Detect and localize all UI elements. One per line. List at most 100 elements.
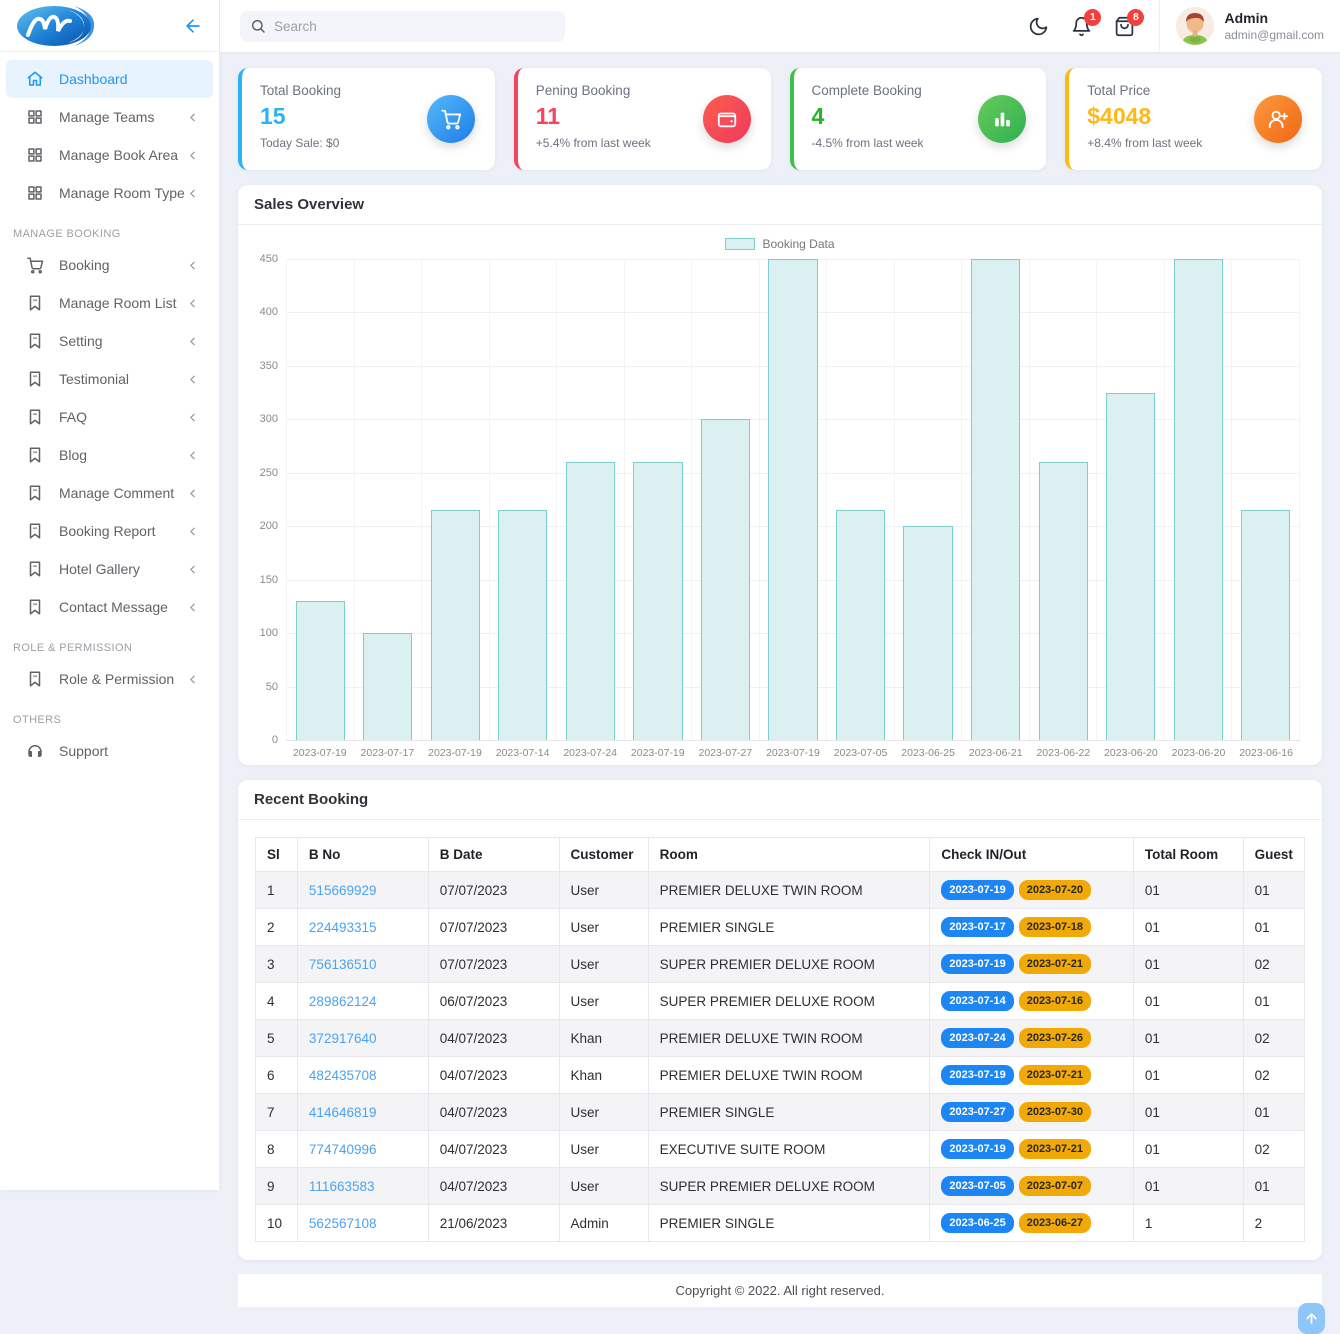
cell-b-no[interactable]: 289862124	[297, 983, 428, 1020]
notification-count-badge: 1	[1084, 9, 1101, 26]
bar[interactable]	[296, 601, 345, 740]
cart-button[interactable]: 8	[1114, 16, 1135, 37]
check-out-badge: 2023-07-07	[1019, 1176, 1091, 1196]
sidebar-item-hotel-gallery[interactable]: Hotel Gallery	[6, 550, 213, 588]
sidebar-item-role-permission[interactable]: Role & Permission	[6, 660, 213, 698]
bar[interactable]	[1241, 510, 1290, 740]
cell-guest: 02	[1243, 1131, 1304, 1168]
y-axis-tick: 200	[246, 520, 278, 532]
y-axis-tick: 400	[246, 306, 278, 318]
cell-customer: User	[559, 1094, 648, 1131]
column-header-b-date: B Date	[428, 838, 559, 872]
sidebar-item-booking-report[interactable]: Booking Report	[6, 512, 213, 550]
cell-b-no[interactable]: 482435708	[297, 1057, 428, 1094]
check-in-badge: 2023-07-27	[941, 1102, 1013, 1122]
cell-b-no[interactable]: 111663583	[297, 1168, 428, 1205]
sidebar-item-manage-comment[interactable]: Manage Comment	[6, 474, 213, 512]
sidebar-collapse-icon[interactable]	[183, 16, 203, 36]
sidebar-item-testimonial[interactable]: Testimonial	[6, 360, 213, 398]
table-row: 537291764004/07/2023KhanPREMIER DELUXE T…	[256, 1020, 1305, 1057]
arrow-up-icon	[1304, 1311, 1319, 1326]
check-out-badge: 2023-07-26	[1019, 1028, 1091, 1048]
sales-overview-panel: Sales Overview Booking Data 050100150200…	[238, 185, 1322, 765]
sidebar-item-label: FAQ	[59, 409, 87, 425]
bar[interactable]	[701, 419, 750, 740]
chevron-left-icon	[186, 373, 199, 386]
column-header-total-room: Total Room	[1133, 838, 1243, 872]
brand-logo[interactable]	[14, 3, 98, 49]
sidebar-item-booking[interactable]: Booking	[6, 246, 213, 284]
bar[interactable]	[1174, 259, 1223, 740]
sidebar-item-label: Manage Teams	[59, 109, 154, 125]
cell-sl: 8	[256, 1131, 298, 1168]
topbar: 1 8 Admin admin@gmail.com	[220, 0, 1340, 52]
cell-sl: 2	[256, 909, 298, 946]
cell-check-in-out: 2023-07-192023-07-21	[930, 1131, 1134, 1168]
sidebar-item-faq[interactable]: FAQ	[6, 398, 213, 436]
y-axis-tick: 300	[246, 413, 278, 425]
sidebar-item-support[interactable]: Support	[6, 732, 213, 770]
cell-b-no[interactable]: 774740996	[297, 1131, 428, 1168]
y-axis-tick: 50	[246, 681, 278, 693]
scroll-to-top-button[interactable]	[1298, 1303, 1325, 1334]
bar[interactable]	[971, 259, 1020, 740]
bar[interactable]	[903, 526, 952, 740]
bookmark-icon	[26, 484, 44, 502]
cell-b-no[interactable]: 372917640	[297, 1020, 428, 1057]
cell-b-no[interactable]: 562567108	[297, 1205, 428, 1242]
bar[interactable]	[498, 510, 547, 740]
notifications-button[interactable]: 1	[1071, 16, 1092, 37]
cell-b-no[interactable]: 756136510	[297, 946, 428, 983]
user-name: Admin	[1224, 10, 1324, 26]
user-email: admin@gmail.com	[1224, 28, 1324, 42]
bar[interactable]	[768, 259, 817, 740]
bar[interactable]	[566, 462, 615, 740]
cell-b-date: 04/07/2023	[428, 1094, 559, 1131]
cell-b-no[interactable]: 515669929	[297, 872, 428, 909]
sidebar-item-manage-teams[interactable]: Manage Teams	[6, 98, 213, 136]
sidebar-item-manage-room-type[interactable]: Manage Room Type	[6, 174, 213, 212]
sidebar-item-manage-room-list[interactable]: Manage Room List	[6, 284, 213, 322]
sidebar-item-manage-book-area[interactable]: Manage Book Area	[6, 136, 213, 174]
bar[interactable]	[1039, 462, 1088, 740]
cell-b-date: 04/07/2023	[428, 1168, 559, 1205]
cell-check-in-out: 2023-07-172023-07-18	[930, 909, 1134, 946]
cell-b-no[interactable]: 414646819	[297, 1094, 428, 1131]
sidebar-section-label: ROLE & PERMISSION	[13, 642, 219, 654]
sidebar-item-blog[interactable]: Blog	[6, 436, 213, 474]
x-axis-label: 2023-07-27	[692, 747, 760, 759]
bar[interactable]	[836, 510, 885, 740]
cell-check-in-out: 2023-07-142023-07-16	[930, 983, 1134, 1020]
x-axis-label: 2023-07-17	[354, 747, 422, 759]
main-content: Total Booking15Today Sale: $0Pening Book…	[220, 52, 1340, 1307]
bar-cell	[691, 259, 759, 740]
bar[interactable]	[1106, 393, 1155, 740]
bar[interactable]	[633, 462, 682, 740]
cell-b-no[interactable]: 224493315	[297, 909, 428, 946]
cell-b-date: 07/07/2023	[428, 872, 559, 909]
chart-legend[interactable]: Booking Data	[238, 237, 1322, 251]
bar[interactable]	[363, 633, 412, 740]
cell-b-date: 04/07/2023	[428, 1020, 559, 1057]
dark-mode-toggle[interactable]	[1028, 16, 1049, 37]
x-axis-label: 2023-06-16	[1232, 747, 1300, 759]
search-input[interactable]	[274, 19, 555, 34]
bar-cell	[1231, 259, 1300, 740]
sidebar-item-label: Manage Room List	[59, 295, 177, 311]
sidebar-item-setting[interactable]: Setting	[6, 322, 213, 360]
grid-icon	[26, 146, 44, 164]
bar[interactable]	[431, 510, 480, 740]
cell-total-room: 01	[1133, 1094, 1243, 1131]
bar-cell	[286, 259, 354, 740]
table-title: Recent Booking	[238, 780, 1322, 820]
sidebar-item-dashboard[interactable]: Dashboard	[6, 60, 213, 98]
cell-check-in-out: 2023-07-242023-07-26	[930, 1020, 1134, 1057]
sidebar: DashboardManage TeamsManage Book AreaMan…	[0, 0, 219, 1190]
bar-cell	[1029, 259, 1097, 740]
sidebar-item-contact-message[interactable]: Contact Message	[6, 588, 213, 626]
sidebar-item-label: Setting	[59, 333, 103, 349]
cell-total-room: 01	[1133, 1168, 1243, 1205]
cell-check-in-out: 2023-07-192023-07-21	[930, 1057, 1134, 1094]
search-box[interactable]	[240, 11, 565, 42]
profile-menu[interactable]: Admin admin@gmail.com	[1176, 7, 1324, 45]
